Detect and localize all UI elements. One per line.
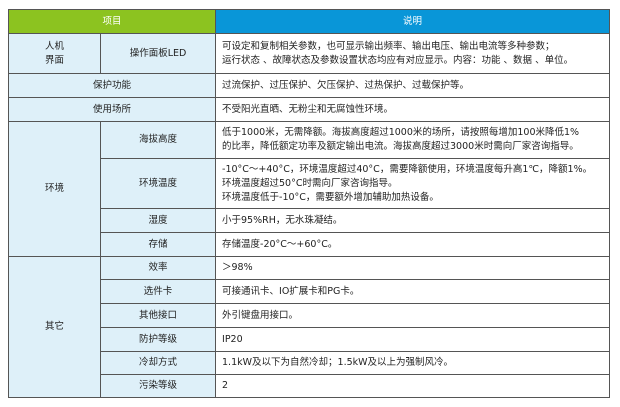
table-header: 项目 说明 — [7, 9, 610, 34]
row-value: ＞98% — [215, 256, 610, 280]
table-row: 使用场所 不受阳光直晒、无粉尘和无腐蚀性环境。 — [7, 97, 610, 122]
row-value: 2 — [215, 374, 610, 398]
table-row: 湿度 小于95%RH，无水珠凝结。 — [9, 208, 610, 233]
row-value: 1.1kW及以下为自然冷却；1.5kW及以上为强制风冷。 — [215, 351, 610, 375]
row-value: 过流保护、过压保护、欠压保护、过热保护、过载保护等。 — [215, 73, 610, 98]
row-key: 海拔高度 — [99, 121, 217, 159]
row-value: 不受阳光直晒、无粉尘和无腐蚀性环境。 — [215, 97, 610, 122]
table-row: 环境温度 -10°C～+40°C，环境温度超过40°C，需要降额使用，环境温度每… — [9, 158, 610, 209]
group-hmi: 人机 界面 — [8, 33, 101, 74]
row-value: 小于95%RH，无水珠凝结。 — [215, 208, 610, 233]
row-key: 其他接口 — [99, 303, 217, 328]
row-key: 选件卡 — [99, 279, 217, 304]
header-item: 项目 — [7, 9, 217, 34]
row-key: 保护功能 — [7, 73, 217, 98]
row-key: 存储 — [99, 232, 217, 257]
table-row: 保护功能 过流保护、过压保护、欠压保护、过热保护、过载保护等。 — [7, 73, 610, 98]
row-key: 冷却方式 — [99, 351, 217, 375]
table-row: 其他接口 外引键盘用接口。 — [9, 303, 610, 328]
table-row: 环境 海拔高度 低于1000米，无需降额。海拔高度超过1000米的场所，请按照每… — [8, 121, 610, 257]
row-value: 存储温度-20°C～+60°C。 — [215, 232, 610, 257]
row-key: 污染等级 — [99, 374, 217, 398]
row-value: 可设定和复制相关参数，也可显示输出频率、输出电压、输出电流等多种参数； 运行状态… — [215, 33, 610, 74]
row-key: 效率 — [99, 256, 217, 280]
row-key: 防护等级 — [99, 327, 217, 352]
row-value: IP20 — [215, 327, 610, 352]
table-row: 选件卡 可接通讯卡、IO扩展卡和PG卡。 — [9, 279, 610, 304]
row-value: 外引键盘用接口。 — [215, 303, 610, 328]
row-key: 使用场所 — [7, 97, 217, 122]
group-other: 其它 — [8, 256, 101, 398]
row-key: 环境温度 — [99, 158, 217, 209]
spec-table: 项目 说明 人机 界面 操作面板LED 可设定和复制相关参数，也可显示输出频率、… — [7, 9, 610, 398]
row-key: 湿度 — [99, 208, 217, 233]
row-value: -10°C～+40°C，环境温度超过40°C，需要降额使用，环境温度每升高1℃，… — [215, 158, 610, 209]
group-env: 环境 — [8, 121, 101, 257]
table-row: 污染等级 2 — [9, 374, 610, 398]
table-row: 冷却方式 1.1kW及以下为自然冷却；1.5kW及以上为强制风冷。 — [9, 351, 610, 375]
table-row: 人机 界面 操作面板LED 可设定和复制相关参数，也可显示输出频率、输出电压、输… — [8, 33, 610, 74]
header-desc: 说明 — [215, 9, 610, 34]
table-row: 存储 存储温度-20°C～+60°C。 — [9, 232, 610, 257]
row-key: 操作面板LED — [99, 33, 217, 74]
row-value: 可接通讯卡、IO扩展卡和PG卡。 — [215, 279, 610, 304]
row-value: 低于1000米，无需降额。海拔高度超过1000米的场所，请按照每增加100米降低… — [215, 121, 610, 159]
table-row: 其它 效率 ＞98% — [8, 256, 610, 398]
